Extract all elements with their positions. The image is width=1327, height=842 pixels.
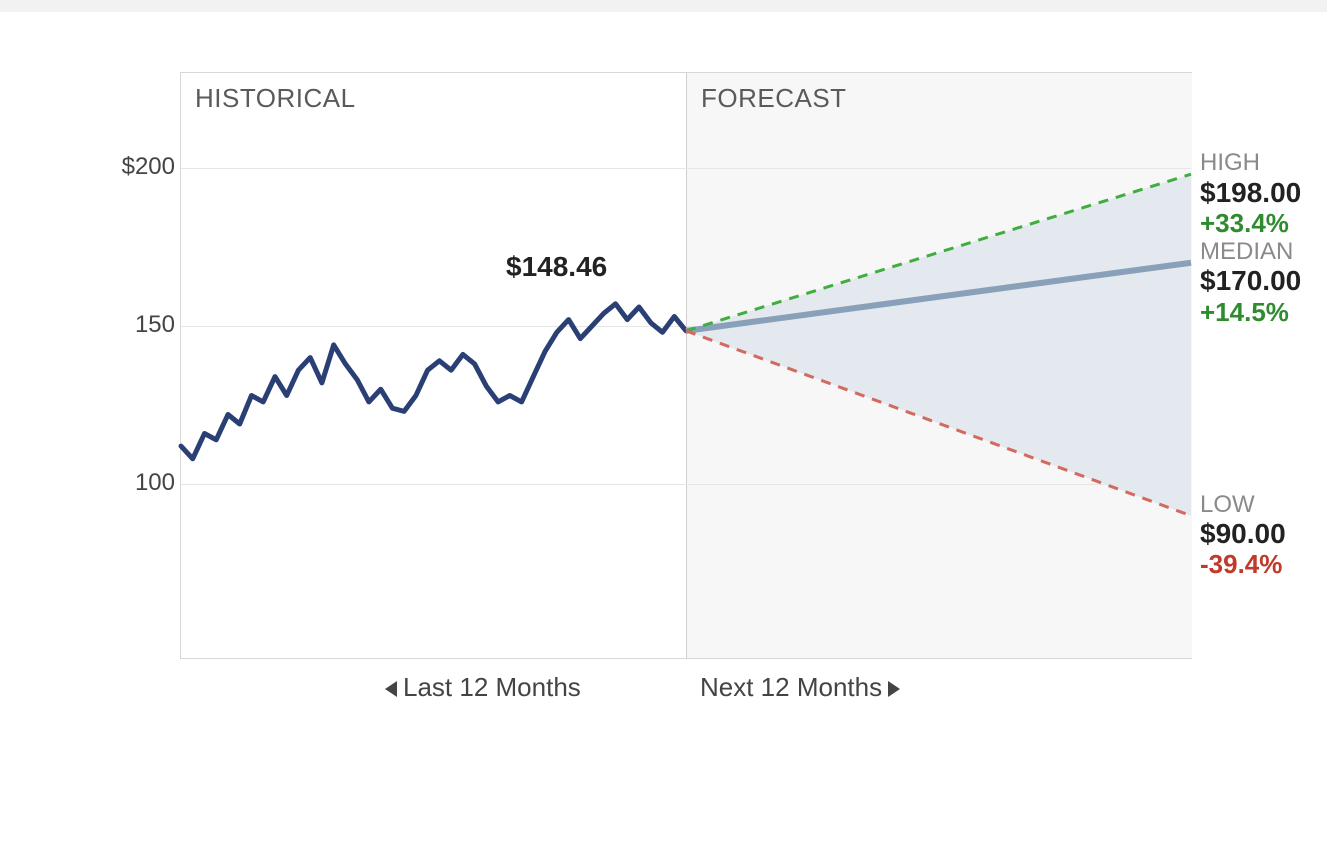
forecast-high-pct: +33.4% xyxy=(1200,209,1327,239)
forecast-cone xyxy=(686,174,1191,516)
forecast-median-label: MEDIAN xyxy=(1200,238,1327,266)
historical-line xyxy=(181,304,686,459)
current-price-label: $148.46 xyxy=(506,251,607,283)
y-tick-label: $200 xyxy=(122,153,175,181)
chart-svg xyxy=(181,73,1191,658)
x-left-text: Last 12 Months xyxy=(403,672,581,702)
y-tick-label: 100 xyxy=(135,469,175,497)
forecast-panel-label: FORECAST xyxy=(701,83,847,114)
forecast-high-label: HIGH xyxy=(1200,149,1327,177)
y-tick-label: 150 xyxy=(135,311,175,339)
x-right-text: Next 12 Months xyxy=(700,672,882,702)
forecast-high-block: HIGH $198.00 +33.4% xyxy=(1200,149,1327,239)
forecast-high-price: $198.00 xyxy=(1200,177,1327,209)
forecast-median-price: $170.00 xyxy=(1200,265,1327,297)
forecast-low-block: LOW $90.00 -39.4% xyxy=(1200,491,1327,581)
forecast-median-block: MEDIAN $170.00 +14.5% xyxy=(1200,238,1327,328)
top-bar xyxy=(0,0,1327,12)
triangle-left-icon xyxy=(385,681,397,697)
forecast-low-pct: -39.4% xyxy=(1200,550,1327,580)
forecast-low-label: LOW xyxy=(1200,491,1327,519)
forecast-low-price: $90.00 xyxy=(1200,518,1327,550)
forecast-median-pct: +14.5% xyxy=(1200,298,1327,328)
triangle-right-icon xyxy=(888,681,900,697)
plot-area: HISTORICAL FORECAST $148.46 xyxy=(180,72,1192,659)
x-axis-right-label: Next 12 Months xyxy=(700,672,900,703)
historical-panel-label: HISTORICAL xyxy=(195,83,356,114)
x-axis-left-label: Last 12 Months xyxy=(385,672,581,703)
